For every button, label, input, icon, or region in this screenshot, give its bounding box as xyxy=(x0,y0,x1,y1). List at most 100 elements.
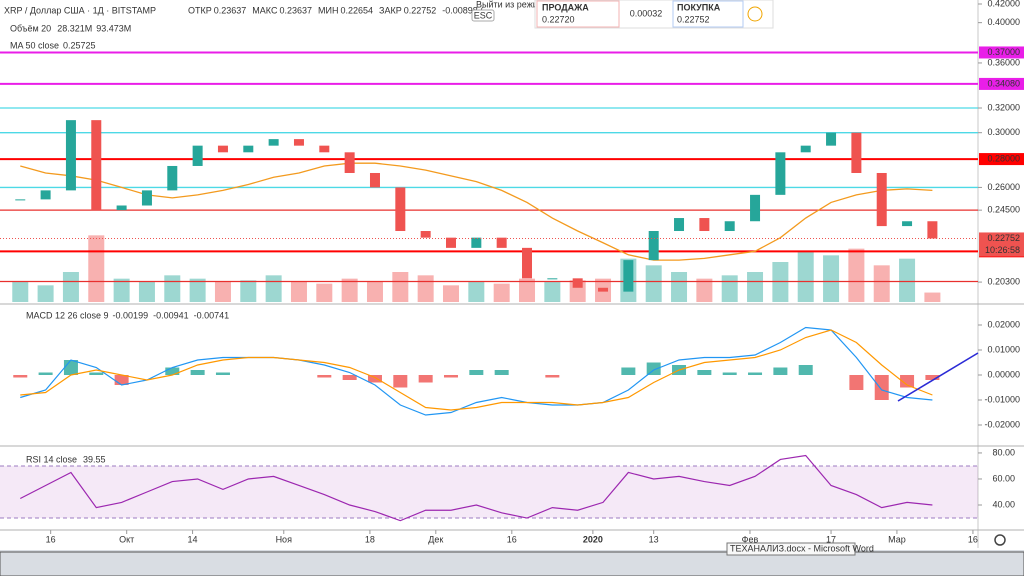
volume-bar xyxy=(37,285,54,302)
x-tick-label: 14 xyxy=(188,534,198,544)
volume-bar xyxy=(290,282,307,302)
candle xyxy=(902,221,913,227)
ohlc-key: ЗАКР xyxy=(379,5,402,15)
volume-bar xyxy=(544,282,561,302)
y-tick-label: 0.00000 xyxy=(987,369,1020,379)
ma-line xyxy=(20,162,933,261)
candle xyxy=(851,132,862,173)
volume-bar xyxy=(442,285,459,302)
x-tick-label: Окт xyxy=(119,534,134,544)
buy-button[interactable] xyxy=(672,0,744,28)
volume-bar xyxy=(62,272,79,302)
macd-histogram-bar xyxy=(646,362,661,375)
candle xyxy=(572,278,583,288)
volume-bar xyxy=(493,283,510,302)
macd-legend-value: -0.00199 xyxy=(113,310,149,320)
candle xyxy=(699,218,710,232)
macd-histogram-bar xyxy=(215,372,230,375)
last-price-label: 0.22752 xyxy=(987,233,1020,243)
volume-bar xyxy=(341,278,358,302)
volume-bar xyxy=(797,252,814,302)
y-tick-label: 0.01000 xyxy=(987,344,1020,354)
macd-line xyxy=(20,329,933,411)
y-tick-label: -0.01000 xyxy=(984,394,1020,404)
candle xyxy=(800,145,811,153)
candle xyxy=(674,218,685,232)
candle xyxy=(293,139,304,146)
volume-bar xyxy=(671,272,688,302)
candle xyxy=(15,199,26,201)
ma-legend: MA 50 close xyxy=(10,40,59,50)
x-tick-label: 16 xyxy=(507,534,517,544)
candle xyxy=(826,132,837,146)
candle xyxy=(496,237,507,248)
macd-histogram-bar xyxy=(722,372,737,375)
x-tick-label: Дек xyxy=(428,534,443,544)
symbol-title: XRP / Доллар США · 1Д · BITSTAMP xyxy=(4,5,156,15)
candle xyxy=(927,221,938,239)
ohlc-value: 0.23637 xyxy=(214,5,247,15)
macd-histogram-bar xyxy=(38,372,53,375)
esc-key[interactable] xyxy=(471,9,495,22)
macd-histogram-bar xyxy=(89,372,104,375)
candle xyxy=(344,152,355,173)
candle xyxy=(522,247,533,279)
volume-bar xyxy=(848,248,865,302)
macd-histogram-bar xyxy=(317,375,332,378)
y-tick-label: 0.36000 xyxy=(987,57,1020,67)
x-tick-label: 17 xyxy=(826,534,836,544)
candle xyxy=(217,145,228,153)
macd-histogram-bar xyxy=(114,375,129,385)
taskbar xyxy=(0,550,1024,576)
volume-bar xyxy=(519,278,536,302)
macd-histogram-bar xyxy=(165,367,180,375)
volume-bar xyxy=(747,272,764,302)
volume-legend-value: 93.473M xyxy=(96,23,131,33)
countdown: 10:26:58 xyxy=(985,245,1020,255)
candle xyxy=(724,221,735,232)
y-tick-label: 0.42000 xyxy=(987,0,1020,8)
volume-bar xyxy=(189,278,206,302)
candle xyxy=(268,139,279,146)
macd-legend-value: -0.00741 xyxy=(194,310,230,320)
x-tick-label: 13 xyxy=(649,534,659,544)
macd-histogram-bar xyxy=(418,375,433,383)
macd-histogram-bar xyxy=(443,375,458,378)
candle xyxy=(167,165,178,191)
candle xyxy=(192,145,203,166)
candle xyxy=(445,237,456,248)
macd-legend: MACD 12 26 close 9 xyxy=(26,310,109,320)
ohlc-value: 0.22654 xyxy=(340,5,373,15)
candle xyxy=(40,190,51,200)
y-tick-label: 60.00 xyxy=(992,473,1015,483)
ohlc-key: МИН xyxy=(318,5,338,15)
rsi-line xyxy=(19,454,933,522)
candle xyxy=(471,237,482,248)
y-tick-label: 40.00 xyxy=(992,499,1015,509)
x-tick-label: 16 xyxy=(968,534,978,544)
volume-bar xyxy=(164,275,181,302)
y-tick-label: 0.26000 xyxy=(987,182,1020,192)
info-icon[interactable] xyxy=(747,6,763,22)
candle xyxy=(369,172,380,188)
volume-bar xyxy=(899,258,916,302)
last-price-box xyxy=(979,232,1024,257)
macd-histogram-bar xyxy=(773,367,788,375)
buy-label: ПОКУПКА xyxy=(677,2,721,12)
macd-histogram-bar xyxy=(925,375,940,380)
sell-button[interactable] xyxy=(536,0,620,28)
buy-price: 0.22752 xyxy=(677,14,710,24)
macd-histogram-bar xyxy=(469,370,484,375)
volume-bar xyxy=(873,265,890,302)
candle xyxy=(750,194,761,222)
macd-histogram-bar xyxy=(748,372,763,375)
volume-bar xyxy=(468,282,485,302)
ohlc-change: -0.00898 (- xyxy=(442,5,486,15)
macd-histogram-bar xyxy=(63,360,78,375)
level-label-box xyxy=(979,77,1024,90)
ohlc-value: 0.22752 xyxy=(404,5,437,15)
macd-histogram-bar xyxy=(874,375,889,400)
macd-histogram-bar xyxy=(342,375,357,380)
settings-icon[interactable] xyxy=(994,534,1006,546)
